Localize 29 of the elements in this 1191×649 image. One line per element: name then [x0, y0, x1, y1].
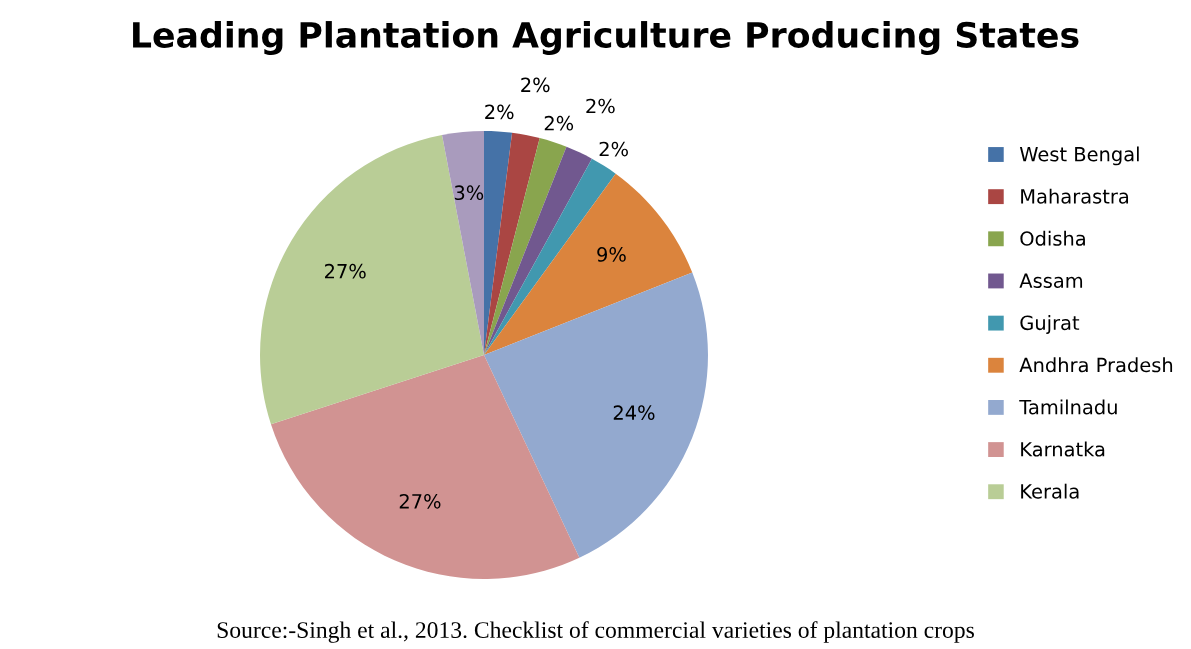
data-label: 27%	[399, 493, 441, 509]
pie-slice	[442, 131, 484, 355]
pie-slice	[260, 134, 484, 425]
data-label: 2%	[485, 104, 514, 120]
legend-label: Maharastra	[1021, 188, 1129, 204]
legend-label: Tamilnadu	[1019, 399, 1117, 415]
chart-title: Leading Plantation Agriculture Producing States	[133, 21, 1079, 55]
legend-label: Karnatka	[1021, 441, 1105, 457]
legend-label: Andhra Pradesh	[1019, 357, 1173, 373]
legend-label: West Bengal	[1019, 146, 1139, 166]
data-label: 2%	[544, 115, 574, 131]
legend-label: Gujrat	[1020, 315, 1080, 334]
data-label: 2%	[586, 98, 615, 114]
pie-slice	[484, 132, 540, 355]
pie-slice	[270, 355, 580, 579]
data-label: 27%	[325, 263, 366, 279]
pie-slice	[484, 272, 708, 558]
data-label: 2%	[521, 77, 550, 93]
data-label: 2%	[599, 141, 628, 157]
data-label: 9%	[597, 247, 626, 262]
legend-label: Odisha	[1020, 230, 1085, 246]
legend-label: Kerala	[1021, 483, 1079, 499]
legend-label: Assam	[1019, 273, 1083, 288]
pie-slice	[484, 173, 693, 355]
source-note: Source:-Singh et al., 2013. Checklist of commercial varieties of plantation crops	[217, 621, 974, 643]
pie-slice	[484, 138, 567, 355]
data-label: 3%	[454, 185, 484, 201]
data-label: 24%	[613, 405, 655, 421]
pie-slice	[484, 146, 592, 355]
